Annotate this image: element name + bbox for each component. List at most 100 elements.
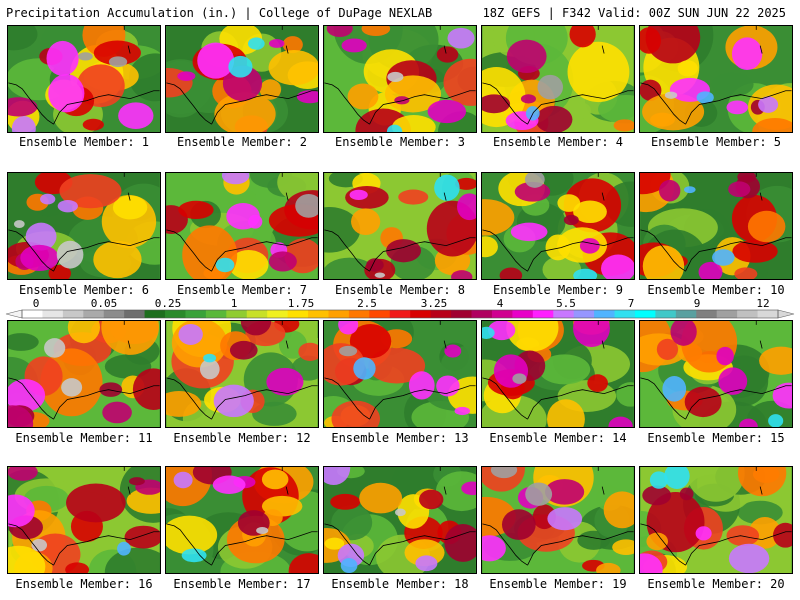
member-map-panel bbox=[7, 172, 161, 280]
colorbar-swatch bbox=[573, 310, 595, 318]
colorbar-swatch bbox=[430, 310, 452, 318]
run-valid-time: 18Z GEFS | F342 Valid: 00Z SUN JUN 22 20… bbox=[482, 6, 786, 20]
colorbar-tick-label: 7 bbox=[627, 297, 635, 310]
colorbar-tick-label: 3.25 bbox=[420, 297, 448, 310]
border-lines bbox=[8, 467, 160, 566]
colorbar-swatch bbox=[491, 310, 513, 318]
member-map-panel bbox=[481, 466, 635, 574]
colorbar-swatch bbox=[348, 310, 370, 318]
colorbar-swatch bbox=[369, 310, 391, 318]
member-map-panel bbox=[639, 25, 793, 133]
colorbar-outline bbox=[21, 309, 779, 319]
colorbar-swatch bbox=[614, 310, 636, 318]
member-label: Ensemble Member: 6 bbox=[18, 283, 150, 297]
member-label: Ensemble Member: 7 bbox=[176, 283, 308, 297]
border-lines bbox=[482, 467, 634, 566]
precip-field-map bbox=[166, 173, 318, 279]
colorbar-swatch bbox=[22, 310, 43, 318]
border-lines bbox=[324, 467, 476, 566]
precip-field-map bbox=[8, 321, 160, 427]
colorbar-tick-label: 1 bbox=[230, 297, 238, 310]
colorbar-tick-label: 0.25 bbox=[154, 297, 182, 310]
colorbar-swatch bbox=[634, 310, 656, 318]
member-label: Ensemble Member: 16 bbox=[15, 577, 153, 591]
member-map-panel bbox=[481, 320, 635, 428]
precip-field-map bbox=[482, 26, 634, 132]
member-map-panel bbox=[323, 320, 477, 428]
precip-field-map bbox=[166, 321, 318, 427]
precip-field-map bbox=[482, 467, 634, 573]
member-label: Ensemble Member: 10 bbox=[647, 283, 785, 297]
colorbar-swatch bbox=[757, 310, 779, 318]
member-label: Ensemble Member: 3 bbox=[334, 135, 466, 149]
colorbar-swatch bbox=[103, 310, 125, 318]
member-label: Ensemble Member: 14 bbox=[489, 431, 627, 445]
border-lines bbox=[482, 26, 634, 125]
colorbar-swatch bbox=[328, 310, 350, 318]
colorbar-swatch bbox=[512, 310, 534, 318]
border-lines bbox=[482, 321, 634, 420]
member-map-panel bbox=[481, 172, 635, 280]
precip-field-map bbox=[324, 467, 476, 573]
colorbar-swatch bbox=[246, 310, 268, 318]
member-map-panel bbox=[7, 25, 161, 133]
colorbar-swatch bbox=[716, 310, 738, 318]
colorbar-swatch bbox=[737, 310, 759, 318]
member-label: Ensemble Member: 12 bbox=[173, 431, 311, 445]
border-lines bbox=[166, 173, 318, 272]
colorbar-swatch bbox=[185, 310, 207, 318]
precip-field-map bbox=[324, 173, 476, 279]
colorbar-swatch bbox=[471, 310, 493, 318]
colorbar-swatch bbox=[389, 310, 411, 318]
precip-field-map bbox=[324, 26, 476, 132]
member-label: Ensemble Member: 9 bbox=[492, 283, 624, 297]
member-map-panel bbox=[323, 25, 477, 133]
border-lines bbox=[166, 26, 318, 125]
colorbar-tick-label: 12 bbox=[756, 297, 770, 310]
colorbar-swatch bbox=[42, 310, 64, 318]
member-label: Ensemble Member: 19 bbox=[489, 577, 627, 591]
border-lines bbox=[324, 26, 476, 125]
member-label: Ensemble Member: 1 bbox=[18, 135, 150, 149]
colorbar-right-arrow bbox=[777, 309, 795, 319]
border-lines bbox=[640, 173, 792, 272]
colorbar-swatch bbox=[267, 310, 289, 318]
precip-field-map bbox=[482, 321, 634, 427]
member-map-panel bbox=[165, 320, 319, 428]
colorbar-swatch bbox=[594, 310, 616, 318]
member-map-panel bbox=[165, 466, 319, 574]
member-map-panel bbox=[7, 466, 161, 574]
member-label: Ensemble Member: 4 bbox=[492, 135, 624, 149]
colorbar-swatch bbox=[165, 310, 186, 318]
member-label: Ensemble Member: 13 bbox=[331, 431, 469, 445]
colorbar-swatch bbox=[83, 310, 105, 318]
precip-field-map bbox=[8, 467, 160, 573]
member-map-panel bbox=[7, 320, 161, 428]
precip-field-map bbox=[8, 173, 160, 279]
colorbar-swatch bbox=[532, 310, 554, 318]
member-map-panel bbox=[165, 25, 319, 133]
colorbar-left-arrow bbox=[5, 309, 23, 319]
colorbar-tick-label: 1.75 bbox=[287, 297, 315, 310]
border-lines bbox=[8, 173, 160, 272]
member-label: Ensemble Member: 8 bbox=[334, 283, 466, 297]
colorbar-swatch bbox=[287, 310, 309, 318]
border-lines bbox=[482, 173, 634, 272]
colorbar-swatch bbox=[451, 310, 473, 318]
colorbar-swatch bbox=[675, 310, 697, 318]
colorbar-tick-label: 5.5 bbox=[556, 297, 576, 310]
member-map-panel bbox=[481, 25, 635, 133]
precip-field-map bbox=[324, 321, 476, 427]
precip-field-map bbox=[166, 26, 318, 132]
precip-field-map bbox=[166, 467, 318, 573]
colorbar-tick-label: 4 bbox=[496, 297, 504, 310]
member-label: Ensemble Member: 5 bbox=[650, 135, 782, 149]
member-label: Ensemble Member: 2 bbox=[176, 135, 308, 149]
colorbar-swatch bbox=[655, 310, 677, 318]
precip-field-map bbox=[8, 26, 160, 132]
border-lines bbox=[8, 26, 160, 125]
border-lines bbox=[166, 321, 318, 420]
precip-field-map bbox=[482, 173, 634, 279]
border-lines bbox=[640, 26, 792, 125]
member-map-panel bbox=[639, 466, 793, 574]
